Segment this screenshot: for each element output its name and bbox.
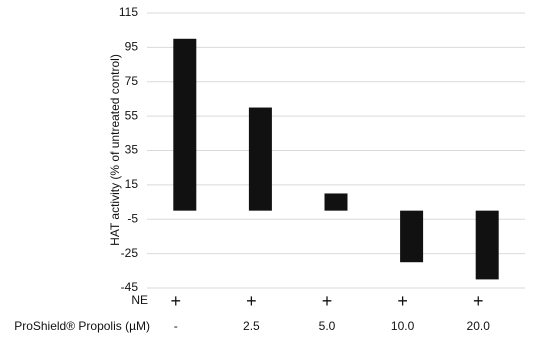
x-tick-label: - — [174, 319, 178, 333]
condition-value: + — [322, 291, 333, 311]
x-tick-label: 10.0 — [391, 319, 415, 333]
bar — [475, 210, 499, 280]
x-tick-label: 2.5 — [243, 319, 260, 333]
bar — [324, 193, 348, 211]
y-tick-label: 95 — [125, 40, 139, 54]
category-axis-label: ProShield® Propolis (µM) — [14, 319, 150, 333]
y-tick-label: 35 — [125, 143, 139, 157]
condition-value: + — [171, 291, 182, 311]
bar — [173, 38, 197, 211]
y-tick-label: 15 — [125, 177, 139, 191]
bar — [400, 210, 424, 263]
y-axis-label: HAT activity (% of untreated control) — [108, 54, 122, 246]
condition-value: + — [246, 291, 257, 311]
y-tick-label: -45 — [121, 280, 139, 294]
x-tick-label: 5.0 — [319, 319, 336, 333]
y-tick-label: 75 — [125, 74, 139, 88]
y-tick-label: -5 — [127, 211, 138, 225]
y-tick-label: -25 — [121, 246, 139, 260]
y-tick-label: 55 — [125, 108, 139, 122]
x-tick-label: 20.0 — [467, 319, 491, 333]
condition-value: + — [397, 291, 408, 311]
condition-value: + — [473, 291, 484, 311]
bar — [248, 107, 272, 211]
condition-label: NE — [131, 293, 148, 307]
y-tick-label: 115 — [119, 5, 138, 19]
